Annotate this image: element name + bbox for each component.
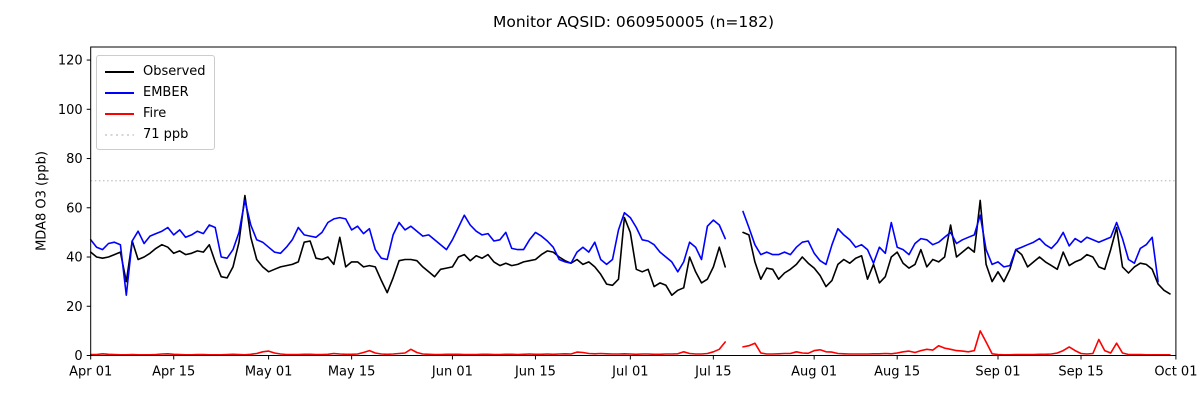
x-tick-label: Oct 01 bbox=[1154, 365, 1197, 380]
x-tick-label: Apr 15 bbox=[152, 365, 195, 380]
x-tick-label: May 15 bbox=[328, 365, 376, 380]
y-tick-label: 20 bbox=[66, 300, 83, 315]
x-tick-label: Jul 15 bbox=[694, 365, 731, 380]
x-tick-label: Jun 15 bbox=[514, 365, 556, 380]
legend-line-sample bbox=[105, 132, 134, 138]
legend-label: Observed bbox=[143, 64, 206, 79]
x-tick-label: Sep 01 bbox=[975, 365, 1020, 380]
x-tick-label: Jun 01 bbox=[431, 365, 473, 380]
y-tick-label: 120 bbox=[58, 54, 83, 69]
legend-item-fire: Fire bbox=[105, 103, 206, 124]
legend-line-sample bbox=[105, 90, 134, 96]
legend-item-ember: EMBER bbox=[105, 82, 206, 103]
y-tick-label: 0 bbox=[74, 349, 82, 364]
y-tick-label: 80 bbox=[66, 152, 83, 167]
observed-line bbox=[89, 194, 727, 297]
x-tick-label: Apr 01 bbox=[69, 365, 112, 380]
legend-line-sample bbox=[105, 111, 134, 117]
x-tick-label: Aug 01 bbox=[791, 365, 837, 380]
legend-label: EMBER bbox=[143, 85, 189, 100]
x-tick-label: May 01 bbox=[245, 365, 293, 380]
y-tick-label: 40 bbox=[66, 251, 83, 266]
x-tick-label: Sep 15 bbox=[1058, 365, 1103, 380]
ember-line bbox=[89, 199, 727, 297]
chart-title: Monitor AQSID: 060950005 (n=182) bbox=[492, 13, 775, 31]
y-tick-label: 100 bbox=[58, 103, 83, 118]
x-tick-label: Jul 01 bbox=[611, 365, 648, 380]
plot-border bbox=[90, 46, 1177, 356]
observed-line bbox=[742, 199, 1171, 295]
legend-item-observed: Observed bbox=[105, 61, 206, 82]
x-tick-label: Aug 15 bbox=[874, 365, 920, 380]
fire-line bbox=[89, 341, 727, 356]
legend-label: Fire bbox=[143, 106, 167, 121]
y-tick-label: 60 bbox=[66, 201, 83, 216]
legend-line-sample bbox=[105, 69, 134, 75]
legend-box: Observed EMBER Fire 71 ppb bbox=[96, 55, 215, 150]
legend-label: 71 ppb bbox=[143, 127, 189, 142]
fire-line bbox=[742, 330, 1171, 356]
legend-item-71-ppb: 71 ppb bbox=[105, 124, 206, 145]
ember-line bbox=[742, 210, 1159, 283]
